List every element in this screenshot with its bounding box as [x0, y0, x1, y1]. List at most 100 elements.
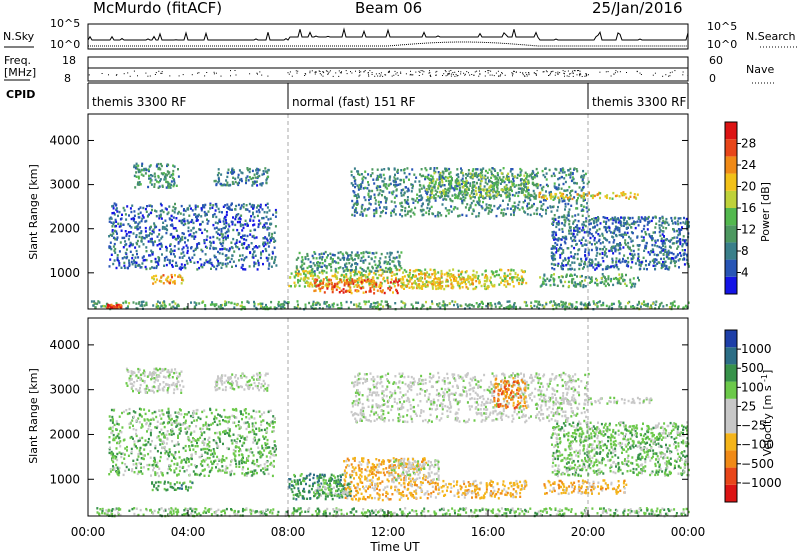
- echo-cell: [357, 284, 360, 287]
- echo-cell: [282, 305, 285, 308]
- echo-cell: [477, 178, 480, 181]
- echo-cell: [624, 243, 627, 246]
- echo-cell: [572, 222, 575, 225]
- echo-cell: [160, 164, 163, 168]
- echo-cell: [450, 182, 453, 185]
- echo-cell: [407, 275, 410, 278]
- echo-cell: [111, 225, 114, 228]
- echo-cell: [505, 212, 507, 216]
- echo-cell: [476, 200, 479, 203]
- echo-cell: [662, 221, 665, 224]
- echo-cell: [544, 199, 547, 202]
- echo-cell: [586, 202, 589, 205]
- echo-cell: [475, 285, 478, 289]
- echo-cell: [538, 193, 541, 197]
- echo-cell: [176, 212, 179, 215]
- echo-cell: [110, 221, 113, 224]
- echo-cell: [179, 240, 182, 243]
- nave-point: [607, 71, 609, 73]
- echo-cell: [561, 171, 564, 174]
- echo-cell: [142, 259, 145, 262]
- echo-cell: [464, 303, 467, 306]
- echo-cell: [574, 229, 577, 232]
- echo-cell: [612, 252, 615, 255]
- echo-cell: [424, 283, 426, 286]
- echo-cell: [345, 300, 348, 304]
- echo-cell: [329, 305, 332, 309]
- echo-cell: [585, 220, 587, 223]
- echo-cell: [438, 302, 441, 305]
- echo-cell: [393, 285, 396, 288]
- nave-point: [436, 70, 438, 72]
- echo-cell: [139, 226, 142, 229]
- echo-cell: [612, 302, 615, 306]
- nave-point: [329, 70, 331, 72]
- echo-cell: [440, 214, 443, 217]
- echo-cell: [249, 233, 252, 236]
- echo-cell: [450, 177, 453, 180]
- echo-cell: [488, 279, 491, 282]
- echo-cell: [507, 203, 509, 206]
- echo-cell: [275, 211, 278, 214]
- echo-cell: [553, 174, 556, 177]
- echo-cell: [470, 192, 473, 195]
- echo-cell: [456, 196, 459, 200]
- echo-cell: [205, 246, 208, 249]
- nave-label: Nave: [746, 63, 774, 76]
- echo-cell: [367, 181, 369, 184]
- echo-cell: [472, 273, 475, 277]
- echo-cell: [533, 175, 536, 179]
- echo-cell: [424, 175, 427, 179]
- echo-cell: [424, 177, 427, 181]
- echo-cell: [483, 185, 486, 188]
- echo-cell: [531, 177, 534, 181]
- echo-cell: [442, 190, 445, 194]
- nave-point: [668, 75, 670, 77]
- echo-cell: [415, 307, 418, 310]
- echo-cell: [154, 209, 156, 212]
- echo-cell: [539, 303, 541, 306]
- echo-cell: [149, 181, 152, 184]
- nave-point: [564, 70, 566, 72]
- echo-cell: [564, 303, 567, 306]
- noise-panel: N.Sky N.Search 10^5 10^0 10^5 10^0: [3, 17, 798, 51]
- echo-cell: [238, 216, 241, 219]
- echo-cell: [383, 206, 386, 209]
- echo-cell: [411, 168, 414, 171]
- echo-cell: [372, 280, 375, 283]
- cpid-segment-label: normal (fast) 151 RF: [292, 95, 416, 109]
- echo-cell: [333, 285, 336, 289]
- echo-cell: [172, 300, 175, 303]
- echo-cell: [243, 305, 246, 309]
- echo-cell: [236, 246, 239, 249]
- echo-cell: [437, 287, 440, 290]
- nave-point: [579, 72, 581, 74]
- echo-cell: [242, 226, 245, 230]
- echo-cell: [171, 249, 174, 253]
- echo-cell: [263, 237, 266, 240]
- echo-cell: [508, 195, 511, 198]
- echo-cell: [257, 259, 259, 262]
- echo-cell: [440, 185, 442, 188]
- echo-cell: [311, 307, 314, 310]
- echo-cell: [592, 226, 594, 229]
- echo-cell: [367, 279, 370, 283]
- echo-cell: [447, 177, 450, 180]
- echo-cell: [651, 302, 654, 305]
- echo-cell: [185, 244, 188, 247]
- echo-cell: [582, 181, 585, 185]
- echo-cell: [358, 302, 361, 305]
- echo-cell: [434, 285, 437, 288]
- echo-cell: [296, 272, 299, 275]
- echo-cell: [330, 269, 333, 272]
- echo-cell: [190, 220, 193, 224]
- echo-cell: [163, 226, 166, 229]
- echo-cell: [172, 236, 174, 239]
- echo-cell: [488, 191, 491, 194]
- echo-cell: [401, 205, 404, 208]
- echo-cell: [324, 250, 327, 254]
- echo-cell: [402, 271, 405, 274]
- echo-cell: [571, 239, 574, 243]
- echo-cell: [674, 256, 677, 259]
- echo-cell: [426, 284, 429, 288]
